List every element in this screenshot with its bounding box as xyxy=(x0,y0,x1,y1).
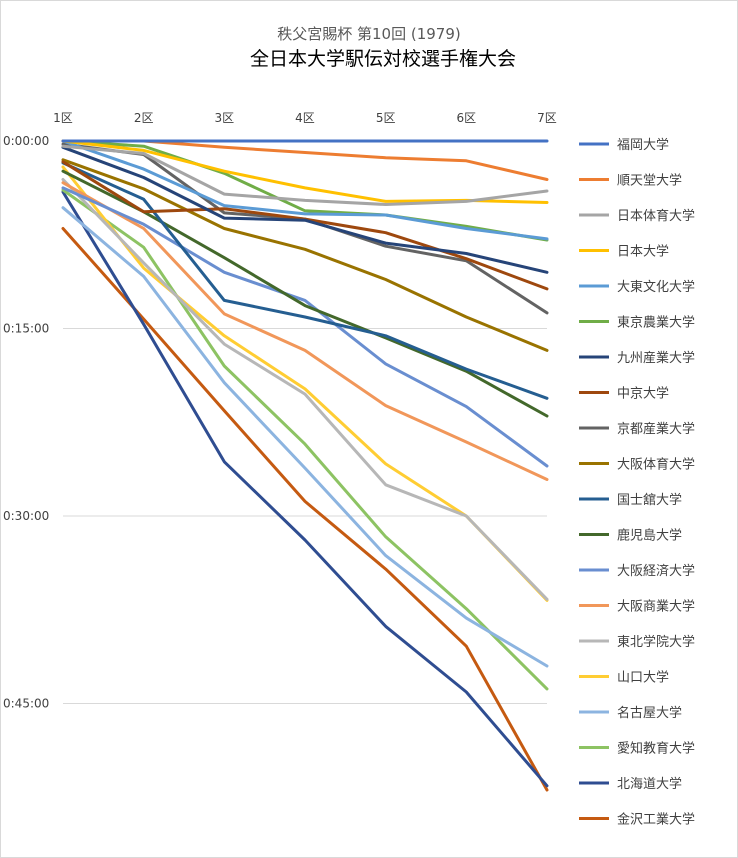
x-tick-label: 4区 xyxy=(295,111,315,125)
y-tick-label: 0:45:00 xyxy=(3,697,49,711)
x-tick-label: 1区 xyxy=(53,111,73,125)
series-line xyxy=(61,190,549,788)
series-lines xyxy=(61,139,549,792)
x-axis-ticks: 1区 2区 3区 4区 5区 6区 7区 xyxy=(53,111,557,125)
legend-label: 山口大学 xyxy=(617,670,669,686)
x-tick-label: 2区 xyxy=(134,111,154,125)
legend-label: 中京大学 xyxy=(617,386,669,402)
legend-label: 名古屋大学 xyxy=(617,705,682,721)
legend-label: 大阪経済大学 xyxy=(617,563,695,579)
legend-label: 順天堂大学 xyxy=(617,173,682,189)
x-tick-label: 3区 xyxy=(215,111,235,125)
series-line xyxy=(61,227,549,792)
series-line xyxy=(61,139,549,241)
legend-label: 東北学院大学 xyxy=(617,634,695,650)
series-line xyxy=(61,165,549,602)
series-line xyxy=(61,181,549,481)
legend-label: 金沢工業大学 xyxy=(617,812,695,828)
series-line xyxy=(61,188,549,691)
y-tick-label: 0:30:00 xyxy=(3,509,49,523)
x-tick-label: 6区 xyxy=(457,111,477,125)
series-line xyxy=(61,178,549,601)
series-line xyxy=(61,161,549,400)
legend: 福岡大学順天堂大学日本体育大学日本大学大東文化大学東京農業大学九州産業大学中京大… xyxy=(579,137,695,828)
legend-label: 日本大学 xyxy=(617,244,669,260)
legend-label: 福岡大学 xyxy=(617,137,669,153)
legend-label: 京都産業大学 xyxy=(617,421,695,437)
x-tick-label: 5区 xyxy=(376,111,396,125)
series-line xyxy=(61,144,549,206)
legend-label: 愛知教育大学 xyxy=(617,741,695,757)
legend-label: 大阪商業大学 xyxy=(617,599,695,615)
series-line xyxy=(61,139,549,204)
y-tick-label: 0:15:00 xyxy=(3,322,49,336)
legend-label: 鹿児島大学 xyxy=(617,528,682,544)
x-tick-label: 7区 xyxy=(537,111,557,125)
chart-title: 秩父宮賜杯 第10回 (1979) xyxy=(277,25,461,43)
legend-label: 大阪体育大学 xyxy=(617,457,695,473)
series-line xyxy=(61,139,549,242)
y-tick-label: 0:00:00 xyxy=(3,134,49,148)
series-line xyxy=(61,145,549,274)
series-line xyxy=(61,158,549,352)
legend-label: 大東文化大学 xyxy=(617,279,695,295)
series-line xyxy=(61,206,549,668)
y-axis-ticks: 0:00:00 0:15:00 0:30:00 0:45:00 xyxy=(3,134,49,711)
legend-label: 国士舘大学 xyxy=(617,492,682,508)
legend-label: 日本体育大学 xyxy=(617,208,695,224)
series-line xyxy=(61,186,549,468)
legend-label: 東京農業大学 xyxy=(617,315,695,331)
legend-label: 北海道大学 xyxy=(617,776,682,792)
chart-subtitle: 全日本大学駅伝対校選手権大会 xyxy=(250,48,516,70)
legend-label: 九州産業大学 xyxy=(617,350,695,366)
